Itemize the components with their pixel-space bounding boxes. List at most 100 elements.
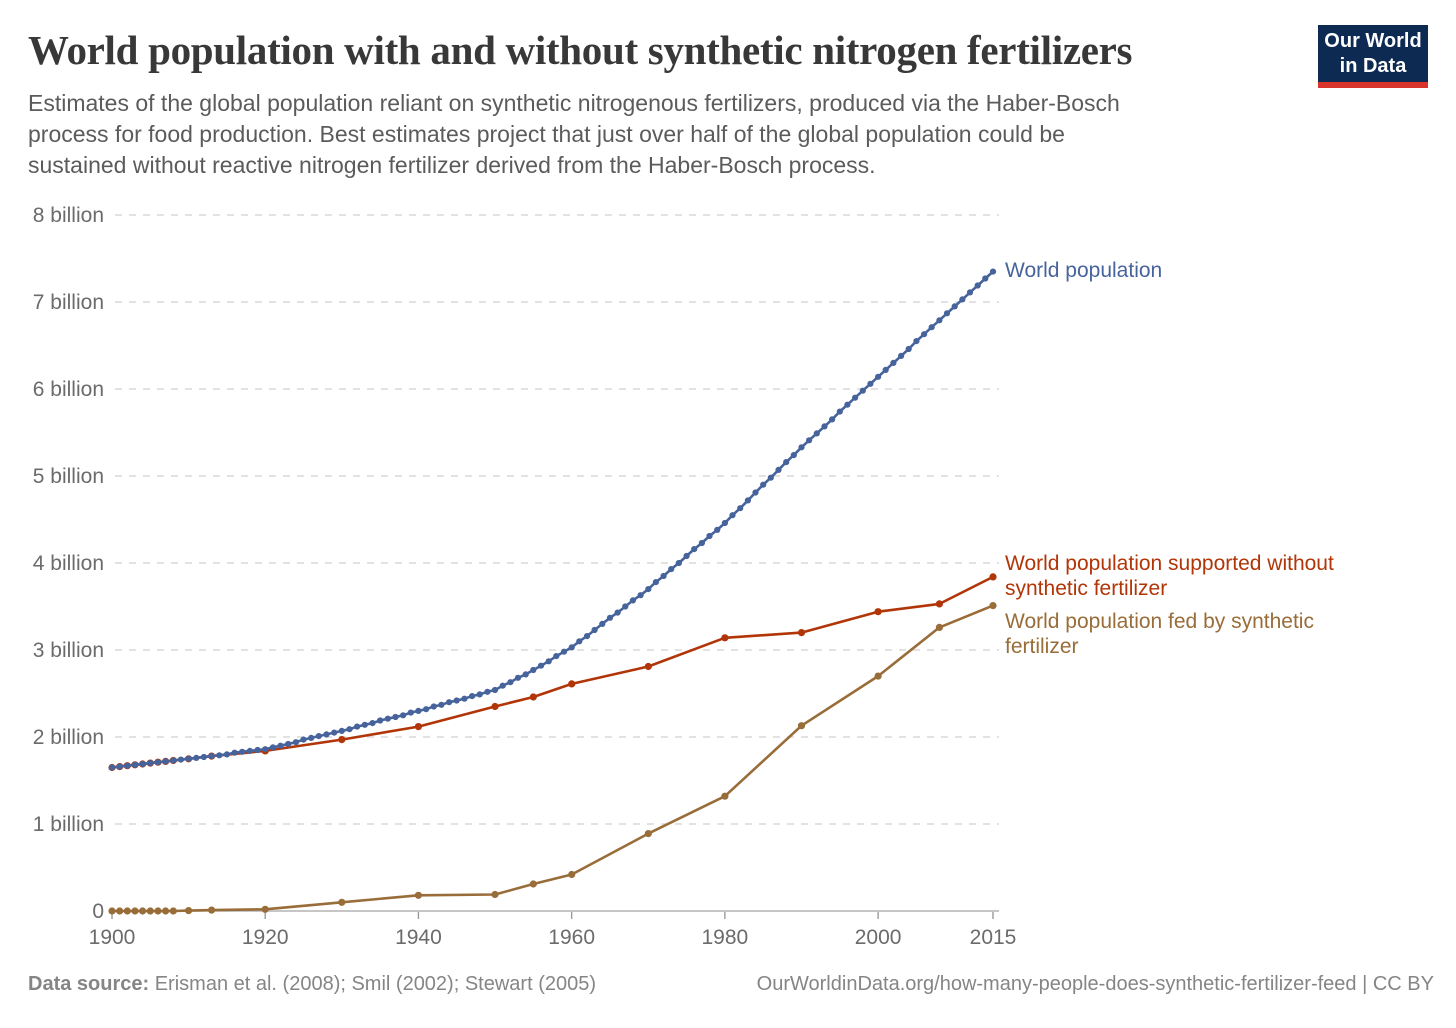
data-point-world-population[interactable]	[469, 693, 476, 700]
data-point-world-population[interactable]	[959, 296, 966, 303]
line-fed-by-fertilizer[interactable]	[110, 604, 995, 913]
data-point-fed-by-fertilizer[interactable]	[935, 623, 944, 632]
data-point-world-population[interactable]	[530, 666, 537, 674]
series-label-fed-by-fertilizer[interactable]: World population fed by synthetic fertil…	[1005, 609, 1400, 659]
data-point-world-population[interactable]	[377, 717, 384, 724]
data-point-world-population[interactable]	[361, 721, 368, 728]
data-point-world-population[interactable]	[614, 609, 621, 616]
data-point-fed-by-fertilizer[interactable]	[185, 907, 193, 915]
data-point-world-population[interactable]	[775, 466, 782, 473]
data-point-fed-by-fertilizer[interactable]	[131, 907, 139, 915]
data-point-world-population[interactable]	[154, 759, 162, 766]
data-point-world-population[interactable]	[522, 671, 529, 678]
data-point-world-population[interactable]	[721, 519, 729, 527]
data-point-world-population[interactable]	[652, 579, 660, 586]
data-point-world-population[interactable]	[537, 662, 545, 669]
data-point-fed-by-fertilizer[interactable]	[154, 907, 162, 915]
data-point-world-population[interactable]	[461, 695, 468, 702]
series-label-without-fertilizer[interactable]: World population supported without synth…	[1005, 551, 1400, 601]
data-point-world-population[interactable]	[798, 444, 805, 451]
data-point-world-population[interactable]	[476, 691, 483, 698]
data-point-world-population[interactable]	[706, 532, 713, 540]
data-point-world-population[interactable]	[583, 633, 591, 640]
data-point-world-population[interactable]	[323, 731, 330, 738]
data-point-world-population[interactable]	[898, 352, 905, 359]
data-point-world-population[interactable]	[484, 688, 491, 695]
data-point-world-population[interactable]	[576, 638, 583, 645]
data-point-world-population[interactable]	[514, 674, 522, 681]
data-point-fed-by-fertilizer[interactable]	[116, 907, 124, 915]
data-point-world-population[interactable]	[560, 648, 568, 655]
line-world-population[interactable]	[110, 270, 995, 769]
data-point-world-population[interactable]	[384, 715, 391, 722]
data-point-supported-without-fertilizer[interactable]	[989, 573, 997, 581]
data-point-world-population[interactable]	[683, 552, 690, 560]
data-point-world-population[interactable]	[943, 310, 951, 317]
data-point-world-population[interactable]	[315, 733, 322, 740]
data-point-world-population[interactable]	[400, 712, 407, 719]
data-point-world-population[interactable]	[813, 430, 820, 437]
data-point-world-population[interactable]	[637, 592, 644, 599]
data-point-fed-by-fertilizer[interactable]	[874, 672, 882, 680]
data-point-world-population[interactable]	[875, 373, 882, 380]
data-point-world-population[interactable]	[729, 512, 736, 519]
data-point-fed-by-fertilizer[interactable]	[123, 907, 131, 915]
data-point-fed-by-fertilizer[interactable]	[139, 907, 147, 915]
data-point-world-population[interactable]	[177, 756, 184, 763]
data-point-world-population[interactable]	[966, 289, 974, 296]
data-point-world-population[interactable]	[369, 720, 376, 727]
data-point-world-population[interactable]	[269, 744, 276, 751]
data-point-fed-by-fertilizer[interactable]	[162, 907, 170, 915]
data-point-world-population[interactable]	[108, 764, 116, 771]
data-point-world-population[interactable]	[491, 686, 499, 694]
data-point-fed-by-fertilizer[interactable]	[644, 830, 652, 838]
data-point-world-population[interactable]	[890, 359, 897, 366]
data-point-world-population[interactable]	[200, 753, 207, 761]
footer-link[interactable]: OurWorldinData.org/how-many-people-does-…	[756, 973, 1434, 995]
data-point-world-population[interactable]	[338, 727, 345, 735]
data-point-world-population[interactable]	[354, 723, 361, 730]
data-point-world-population[interactable]	[599, 620, 606, 628]
data-point-world-population[interactable]	[974, 282, 981, 289]
data-point-world-population[interactable]	[499, 682, 506, 689]
data-point-world-population[interactable]	[921, 331, 928, 338]
data-point-supported-without-fertilizer[interactable]	[874, 608, 882, 616]
data-point-world-population[interactable]	[913, 338, 920, 345]
data-point-world-population[interactable]	[859, 387, 866, 394]
data-point-world-population[interactable]	[193, 754, 200, 762]
data-point-world-population[interactable]	[836, 408, 843, 415]
data-point-world-population[interactable]	[928, 324, 935, 331]
data-point-world-population[interactable]	[277, 742, 284, 749]
data-point-world-population[interactable]	[246, 747, 253, 755]
data-point-world-population[interactable]	[162, 758, 169, 765]
data-point-world-population[interactable]	[951, 303, 958, 310]
data-point-world-population[interactable]	[545, 658, 552, 665]
data-point-supported-without-fertilizer[interactable]	[414, 723, 422, 731]
data-point-world-population[interactable]	[415, 707, 422, 715]
data-point-world-population[interactable]	[231, 749, 238, 756]
data-point-world-population[interactable]	[882, 366, 889, 373]
data-point-world-population[interactable]	[147, 760, 154, 767]
data-point-world-population[interactable]	[821, 423, 828, 430]
data-point-world-population[interactable]	[867, 380, 874, 387]
data-point-world-population[interactable]	[223, 751, 230, 758]
data-point-fed-by-fertilizer[interactable]	[414, 891, 422, 899]
data-point-world-population[interactable]	[308, 734, 315, 742]
data-point-supported-without-fertilizer[interactable]	[491, 702, 499, 711]
data-point-world-population[interactable]	[346, 726, 353, 733]
data-point-world-population[interactable]	[714, 526, 721, 534]
data-point-world-population[interactable]	[645, 586, 652, 593]
data-point-world-population[interactable]	[453, 697, 460, 704]
data-point-world-population[interactable]	[262, 746, 269, 753]
data-point-world-population[interactable]	[675, 559, 683, 567]
data-point-world-population[interactable]	[254, 746, 261, 754]
data-point-fed-by-fertilizer[interactable]	[989, 602, 997, 610]
data-point-world-population[interactable]	[783, 459, 790, 466]
data-point-world-population[interactable]	[660, 572, 667, 580]
data-point-fed-by-fertilizer[interactable]	[169, 907, 177, 915]
data-point-world-population[interactable]	[553, 653, 560, 660]
data-point-world-population[interactable]	[698, 539, 706, 547]
data-point-world-population[interactable]	[430, 703, 437, 710]
data-point-supported-without-fertilizer[interactable]	[797, 629, 806, 637]
